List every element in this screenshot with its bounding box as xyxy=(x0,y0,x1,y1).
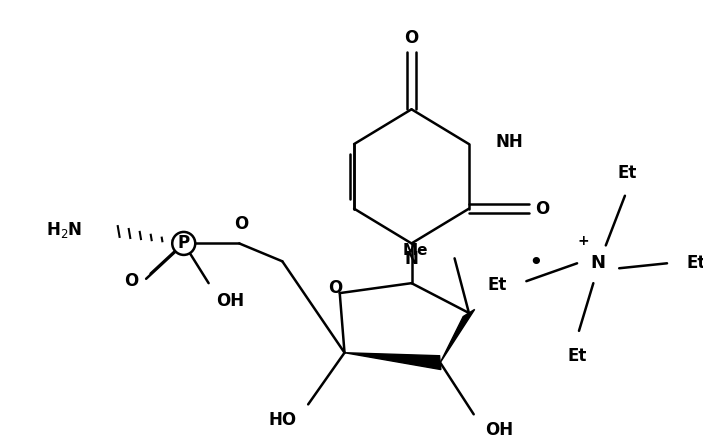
Text: OH: OH xyxy=(217,292,245,310)
Text: Et: Et xyxy=(567,347,587,365)
Text: HO: HO xyxy=(269,411,297,429)
Text: •: • xyxy=(529,251,543,275)
Polygon shape xyxy=(344,353,441,370)
Text: O: O xyxy=(404,29,419,47)
Text: Me: Me xyxy=(402,243,428,258)
Text: H$_2$N: H$_2$N xyxy=(46,220,82,239)
Text: Et: Et xyxy=(488,276,507,294)
Text: +: + xyxy=(577,235,588,248)
Text: O: O xyxy=(124,272,138,290)
Text: Et: Et xyxy=(617,164,636,182)
Text: O: O xyxy=(536,200,550,218)
Text: P: P xyxy=(178,235,190,252)
Text: N: N xyxy=(591,254,605,272)
Polygon shape xyxy=(440,310,475,363)
Text: N: N xyxy=(404,250,418,268)
Text: NH: NH xyxy=(496,133,524,151)
Text: O: O xyxy=(328,279,342,297)
Text: Et: Et xyxy=(686,254,703,272)
Text: OH: OH xyxy=(485,421,513,439)
Text: O: O xyxy=(234,215,248,232)
